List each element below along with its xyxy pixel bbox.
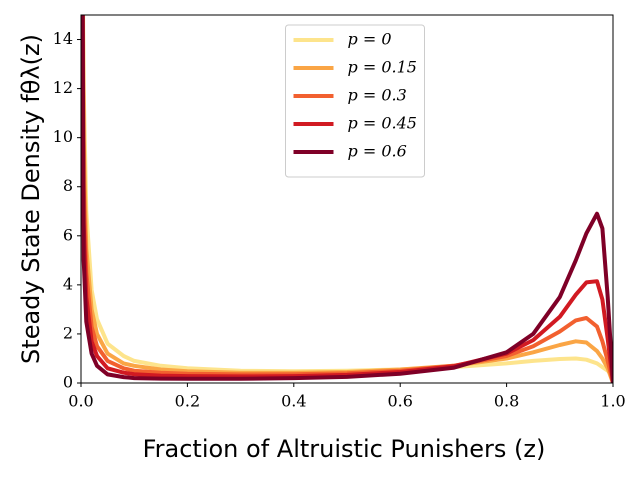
series-line — [81, 15, 613, 383]
plot-frame — [80, 14, 614, 384]
legend-label: p = 0.45 — [348, 114, 417, 133]
x-tick-label: 0.8 — [494, 392, 519, 411]
y-tick-label: 14 — [53, 29, 73, 48]
legend-label: p = 0.15 — [348, 58, 417, 77]
x-axis-label: Fraction of Altruistic Punishers (z) — [143, 435, 546, 463]
y-tick-label: 8 — [63, 176, 73, 195]
legend-label: p = 0 — [348, 30, 392, 49]
plot-lines — [81, 15, 613, 383]
y-axis-label: Steady State Density fθλ(z) — [17, 34, 45, 364]
x-tick-label: 0.4 — [281, 392, 306, 411]
legend-label: p = 0.3 — [348, 86, 407, 105]
y-tick-label: 4 — [63, 274, 73, 293]
y-tick-label: 2 — [63, 323, 73, 342]
x-tick-label: 0.6 — [387, 392, 412, 411]
legend-label: p = 0.6 — [348, 142, 407, 161]
legend: p = 0 p = 0.15 p = 0.3 p = 0.45 p = 0.6 — [285, 24, 425, 178]
x-tick-label: 0.2 — [175, 392, 200, 411]
x-tick-label: 0.0 — [68, 392, 93, 411]
y-tick-label: 6 — [63, 225, 73, 244]
x-tick-label: 1.0 — [600, 392, 625, 411]
y-tick-label: 0 — [63, 373, 73, 392]
y-tick-label: 10 — [53, 127, 73, 146]
y-tick-label: 12 — [53, 78, 73, 97]
legend-box — [285, 24, 425, 178]
